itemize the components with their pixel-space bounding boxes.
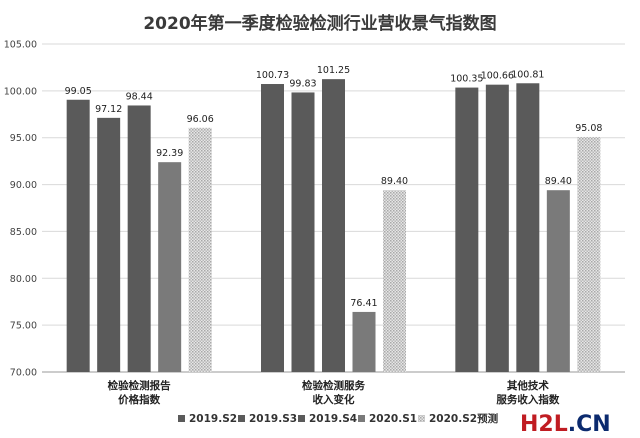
y-tick-label: 70.00	[10, 368, 37, 379]
bar	[485, 84, 509, 372]
y-tick-label: 80.00	[10, 274, 37, 285]
data-label: 99.05	[65, 86, 92, 97]
legend-swatch	[418, 415, 425, 422]
bar	[291, 92, 315, 372]
bar	[261, 84, 284, 373]
bar	[127, 105, 151, 373]
data-label: 89.40	[545, 176, 572, 187]
legend-label: 2020.S2预测	[429, 412, 498, 425]
data-label: 101.25	[317, 65, 350, 76]
bar	[66, 99, 90, 372]
watermark-h2l: H2L	[520, 412, 568, 437]
data-label: 76.41	[350, 298, 377, 309]
bar	[322, 79, 345, 373]
legend-label: 2020.S1	[369, 413, 417, 425]
y-tick-label: 85.00	[10, 227, 37, 238]
watermark-cn: .CN	[568, 412, 611, 437]
legend-swatch	[358, 415, 365, 422]
x-tick-label: 其他技术服务收入指数	[496, 379, 559, 406]
data-label: 100.35	[450, 74, 483, 85]
bar	[546, 190, 570, 372]
bar	[455, 87, 479, 372]
data-label: 92.39	[156, 148, 183, 159]
legend-label: 2019.S2	[189, 413, 237, 425]
y-axis: 70.00 75.00 80.00 85.00 90.00 95.00 100.00 105.…	[4, 40, 37, 379]
legend-label: 2019.S3	[249, 413, 297, 425]
data-label: 100.81	[511, 69, 544, 80]
y-tick-label: 75.00	[10, 321, 37, 332]
watermark: H2L.CN	[520, 412, 611, 437]
bars: 99.05 100.73 100.35 97.12 99.83 100.66 98.44 10…	[65, 65, 602, 373]
data-label: 96.06	[187, 114, 214, 125]
data-label: 89.40	[381, 176, 408, 187]
data-label: 98.44	[126, 91, 153, 102]
legend-label: 2019.S4	[309, 413, 357, 425]
chart-title: 2020年第一季度检验检测行业营收景气指数图	[143, 13, 496, 34]
y-tick-label: 90.00	[10, 180, 37, 191]
legend: 2019.S2 2019.S3 2019.S4 2020.S1 2020.S2预测	[178, 412, 498, 425]
bar	[188, 127, 212, 372]
bar	[516, 83, 540, 372]
bar	[97, 117, 121, 372]
data-label: 99.83	[289, 78, 316, 89]
y-tick-label: 95.00	[10, 133, 37, 144]
y-tick-label: 100.00	[4, 86, 37, 97]
legend-swatch	[238, 415, 245, 422]
x-tick-label: 检验检测报告价格指数	[108, 379, 171, 406]
legend-swatch	[298, 415, 305, 422]
data-label: 100.66	[481, 71, 514, 82]
legend-swatch	[178, 415, 185, 422]
x-tick-label: 检验检测服务收入变化	[302, 379, 365, 406]
data-label: 97.12	[95, 104, 122, 115]
data-label: 95.08	[575, 123, 602, 134]
bar	[383, 190, 406, 372]
bar	[352, 311, 376, 372]
x-axis: 检验检测报告价格指数 检验检测服务收入变化 其他技术服务收入指数	[108, 379, 560, 406]
y-tick-label: 105.00	[4, 40, 37, 51]
bar	[577, 136, 601, 372]
bar	[158, 162, 182, 372]
data-label: 100.73	[256, 70, 289, 81]
svg-text:H2L.CN: H2L.CN	[520, 412, 611, 437]
